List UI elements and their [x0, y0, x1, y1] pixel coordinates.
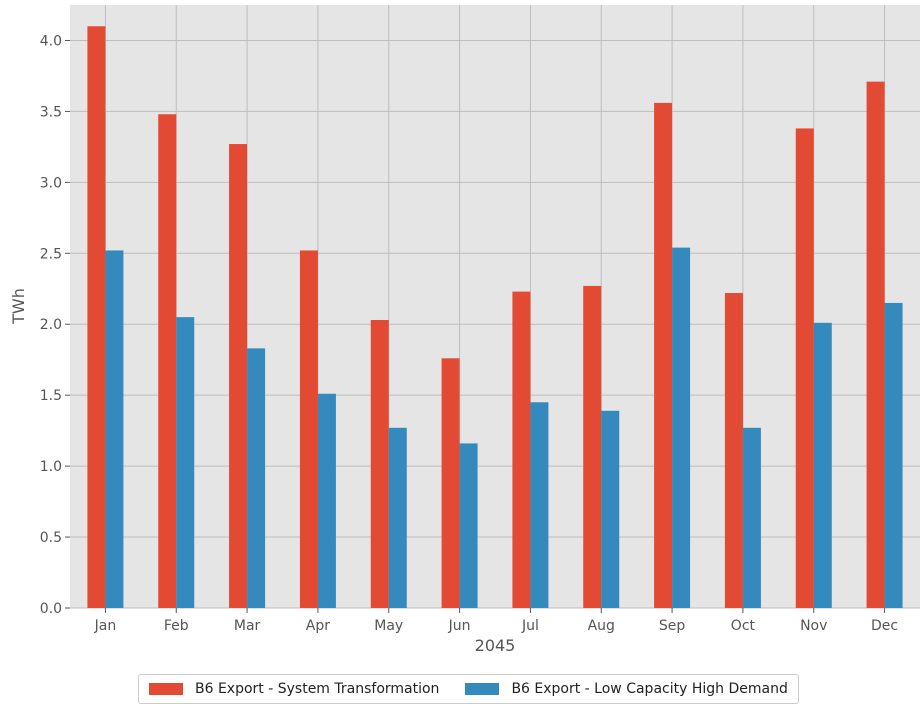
y-tick-label: 2.5: [40, 246, 62, 262]
x-tick-label: Jun: [448, 618, 471, 634]
x-tick-label: Dec: [871, 618, 898, 634]
bar-low-capacity-high-demand-dec: [884, 302, 903, 608]
bar-low-capacity-high-demand-mar: [247, 348, 266, 608]
x-tick-label: Mar: [234, 618, 261, 634]
y-tick-label: 3.5: [40, 104, 62, 120]
x-tick-label: Jul: [521, 618, 539, 634]
bar-system-transformation-jan: [87, 26, 106, 609]
bar-low-capacity-high-demand-oct: [742, 427, 761, 608]
bar-low-capacity-high-demand-apr: [317, 393, 336, 608]
legend-swatch: [149, 683, 183, 695]
x-tick-label: May: [374, 618, 403, 634]
x-axis-label: 2045: [475, 636, 516, 655]
y-tick-label: 4.0: [40, 33, 62, 49]
x-tick-label: Oct: [731, 618, 756, 634]
y-axis-ticks: 0.0 0.5 1.0 1.5 2.0 2.5 3.0 3.5 4.0: [40, 33, 70, 617]
legend-label: B6 Export - System Transformation: [195, 681, 440, 697]
bars: [87, 26, 903, 609]
legend-item-low-capacity-high-demand: B6 Export - Low Capacity High Demand: [465, 681, 788, 697]
bar-system-transformation-feb: [158, 114, 177, 608]
y-tick-label: 1.5: [40, 388, 62, 404]
bar-system-transformation-mar: [229, 144, 248, 608]
y-axis-label: TWh: [9, 288, 28, 325]
legend-item-system-transformation: B6 Export - System Transformation: [149, 681, 439, 697]
x-tick-label: Nov: [800, 618, 827, 634]
x-tick-label: Sep: [659, 618, 686, 634]
bar-low-capacity-high-demand-jun: [459, 443, 478, 608]
bar-system-transformation-aug: [583, 285, 602, 608]
y-tick-label: 0.0: [40, 601, 62, 617]
x-tick-label: Jan: [94, 618, 117, 634]
y-tick-label: 2.0: [40, 317, 62, 333]
y-tick-label: 1.0: [40, 459, 62, 475]
bar-system-transformation-nov: [795, 128, 814, 608]
bar-system-transformation-sep: [654, 102, 673, 608]
bar-system-transformation-apr: [299, 250, 318, 608]
bar-system-transformation-oct: [724, 293, 743, 608]
bar-low-capacity-high-demand-may: [388, 427, 407, 608]
bar-low-capacity-high-demand-nov: [813, 322, 832, 608]
legend: B6 Export - System Transformation B6 Exp…: [138, 674, 799, 704]
bar-low-capacity-high-demand-aug: [601, 410, 620, 608]
bar-low-capacity-high-demand-jan: [105, 250, 124, 608]
bar-low-capacity-high-demand-jul: [530, 402, 549, 608]
bar-low-capacity-high-demand-feb: [176, 317, 195, 608]
x-axis-ticks: Jan Feb Mar Apr May Jun Jul Aug Sep Oct Nov Dec: [94, 608, 898, 634]
bar-system-transformation-dec: [866, 81, 885, 609]
bar-chart: 0.0 0.5 1.0 1.5 2.0 2.5 3.0 3.5 4.0 Jan Feb Mar Apr…: [9, 5, 920, 655]
y-tick-label: 3.0: [40, 175, 62, 191]
x-tick-label: Feb: [164, 618, 189, 634]
legend-swatch: [465, 683, 500, 695]
bar-system-transformation-jun: [441, 358, 460, 608]
y-tick-label: 0.5: [40, 530, 62, 546]
bar-system-transformation-jul: [512, 291, 531, 608]
x-tick-label: Apr: [306, 618, 330, 634]
legend-label: B6 Export - Low Capacity High Demand: [511, 681, 788, 697]
x-tick-label: Aug: [588, 618, 615, 634]
bar-system-transformation-may: [370, 319, 389, 608]
plot-area: [70, 5, 920, 608]
bar-low-capacity-high-demand-sep: [672, 247, 691, 608]
